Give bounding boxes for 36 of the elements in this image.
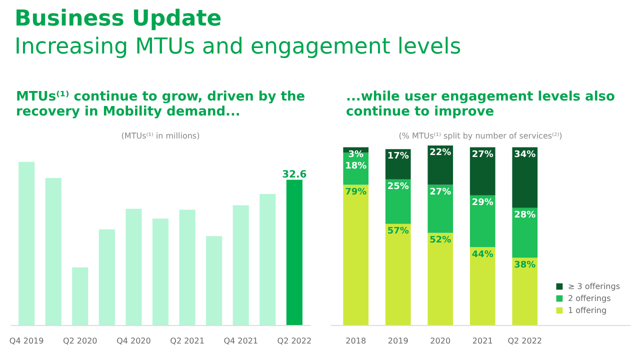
data-label: 38%	[514, 260, 536, 270]
data-label: 27%	[472, 150, 494, 160]
legend-label: ≥ 3 offerings	[568, 281, 620, 291]
legend-label: 2 offerings	[568, 293, 611, 303]
chart-title: ...while user engagement levels also continue to improve	[346, 90, 616, 120]
x-tick-label: 2021	[472, 336, 493, 346]
data-label: 32.6	[282, 170, 307, 181]
data-label: 25%	[387, 182, 409, 192]
chart-title: MTUs⁽¹⁾ continue to grow, driven by the recovery in Mobility demand...	[16, 90, 306, 120]
data-label: 44%	[472, 250, 494, 260]
x-tick-label: 2020	[430, 336, 451, 346]
data-label: 79%	[345, 187, 367, 198]
data-label: 34%	[514, 150, 536, 160]
x-tick-label: Q2 2022	[508, 336, 542, 346]
chart-subtitle: (MTUs⁽¹⁾ in millions)	[121, 132, 200, 140]
data-label: 18%	[345, 162, 367, 172]
chart-subtitle: (% MTUs⁽¹⁾ split by number of services⁽²⁾)	[398, 132, 562, 140]
x-tick-label: 2019	[388, 336, 408, 346]
x-tick-label: Q2 2020	[63, 336, 98, 346]
data-label: 27%	[430, 187, 452, 198]
data-label: 28%	[514, 210, 536, 221]
x-tick-label: Q4 2019	[9, 336, 44, 346]
x-tick-label: Q2 2021	[170, 336, 204, 346]
x-tick-label: Q2 2022	[277, 336, 312, 346]
data-label: 57%	[387, 226, 409, 237]
data-label: 3%	[348, 150, 364, 160]
x-tick-label: Q4 2021	[224, 336, 258, 346]
data-label: 17%	[387, 152, 409, 162]
data-label: 29%	[472, 198, 494, 208]
x-tick-label: 2018	[346, 336, 366, 346]
text: Increasing MTUs and engagement levels	[14, 34, 462, 60]
data-label: 52%	[430, 236, 452, 246]
x-tick-label: Q4 2020	[116, 336, 151, 346]
legend-label: 1 offering	[568, 305, 607, 315]
data-label: 22%	[430, 148, 452, 158]
text: Business Update	[14, 6, 222, 32]
